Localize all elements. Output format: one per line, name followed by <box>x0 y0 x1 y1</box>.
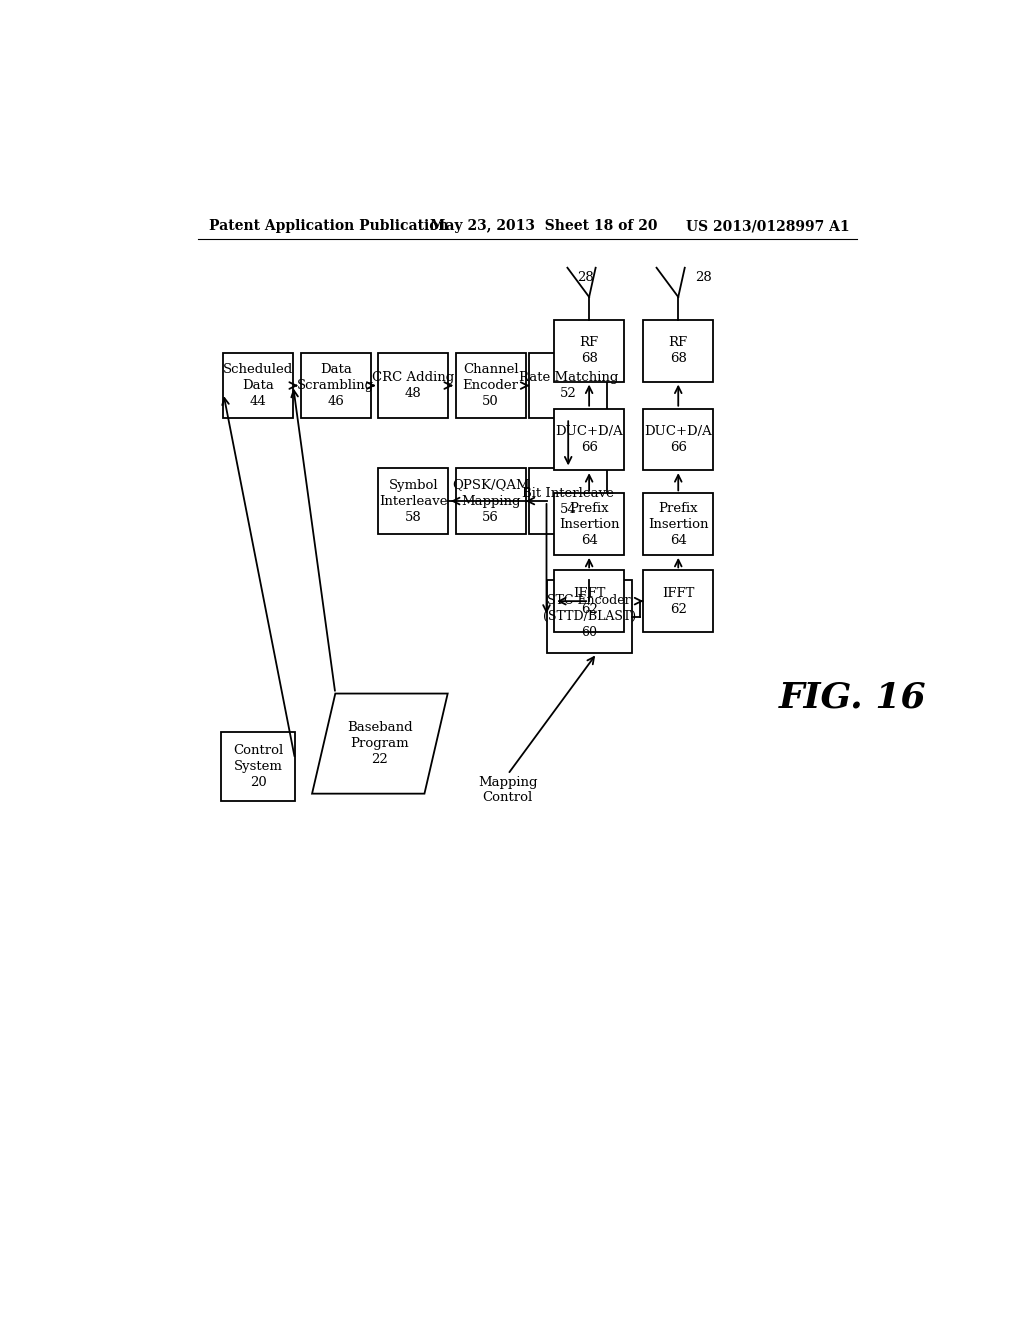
Text: Scheduled
Data
44: Scheduled Data 44 <box>223 363 293 408</box>
Text: US 2013/0128997 A1: US 2013/0128997 A1 <box>686 219 850 234</box>
FancyBboxPatch shape <box>554 321 624 381</box>
Text: Patent Application Publication: Patent Application Publication <box>209 219 449 234</box>
FancyBboxPatch shape <box>554 570 624 632</box>
Text: QPSK/QAM
Mapping
56: QPSK/QAM Mapping 56 <box>452 479 529 524</box>
FancyBboxPatch shape <box>378 469 449 533</box>
FancyBboxPatch shape <box>643 409 713 470</box>
Text: RF
68: RF 68 <box>580 337 599 366</box>
Text: May 23, 2013  Sheet 18 of 20: May 23, 2013 Sheet 18 of 20 <box>430 219 657 234</box>
Text: Baseband
Program
22: Baseband Program 22 <box>347 721 413 766</box>
Text: RF
68: RF 68 <box>669 337 688 366</box>
Text: 28: 28 <box>578 271 594 284</box>
FancyBboxPatch shape <box>456 352 525 418</box>
Text: IFFT
62: IFFT 62 <box>663 586 694 615</box>
FancyBboxPatch shape <box>378 352 449 418</box>
FancyBboxPatch shape <box>529 352 607 418</box>
Text: Control
System
20: Control System 20 <box>233 744 284 789</box>
FancyBboxPatch shape <box>529 469 607 533</box>
Text: Symbol
Interleave
58: Symbol Interleave 58 <box>379 479 447 524</box>
Text: Rate Matching
52: Rate Matching 52 <box>518 371 617 400</box>
Text: 28: 28 <box>695 271 712 284</box>
Text: Mapping
Control: Mapping Control <box>478 776 538 804</box>
FancyBboxPatch shape <box>547 579 632 653</box>
Text: FIG. 16: FIG. 16 <box>779 680 927 714</box>
FancyBboxPatch shape <box>223 352 293 418</box>
Text: Data
Scrambling
46: Data Scrambling 46 <box>297 363 374 408</box>
FancyBboxPatch shape <box>221 733 295 801</box>
FancyBboxPatch shape <box>643 321 713 381</box>
Text: Channel
Encoder
50: Channel Encoder 50 <box>463 363 519 408</box>
Text: IFFT
62: IFFT 62 <box>573 586 605 615</box>
Text: Bit Interleave
54: Bit Interleave 54 <box>522 487 614 516</box>
Text: STC Encoder
(STTD/BLAST)
60: STC Encoder (STTD/BLAST) 60 <box>543 594 636 639</box>
Text: Prefix
Insertion
64: Prefix Insertion 64 <box>559 502 620 546</box>
FancyBboxPatch shape <box>643 494 713 554</box>
Polygon shape <box>312 693 447 793</box>
FancyBboxPatch shape <box>643 570 713 632</box>
FancyBboxPatch shape <box>301 352 371 418</box>
FancyBboxPatch shape <box>554 409 624 470</box>
Text: CRC Adding
48: CRC Adding 48 <box>372 371 455 400</box>
Text: Prefix
Insertion
64: Prefix Insertion 64 <box>648 502 709 546</box>
FancyBboxPatch shape <box>554 494 624 554</box>
Text: DUC+D/A
66: DUC+D/A 66 <box>644 425 712 454</box>
Text: DUC+D/A
66: DUC+D/A 66 <box>555 425 623 454</box>
FancyBboxPatch shape <box>456 469 525 533</box>
